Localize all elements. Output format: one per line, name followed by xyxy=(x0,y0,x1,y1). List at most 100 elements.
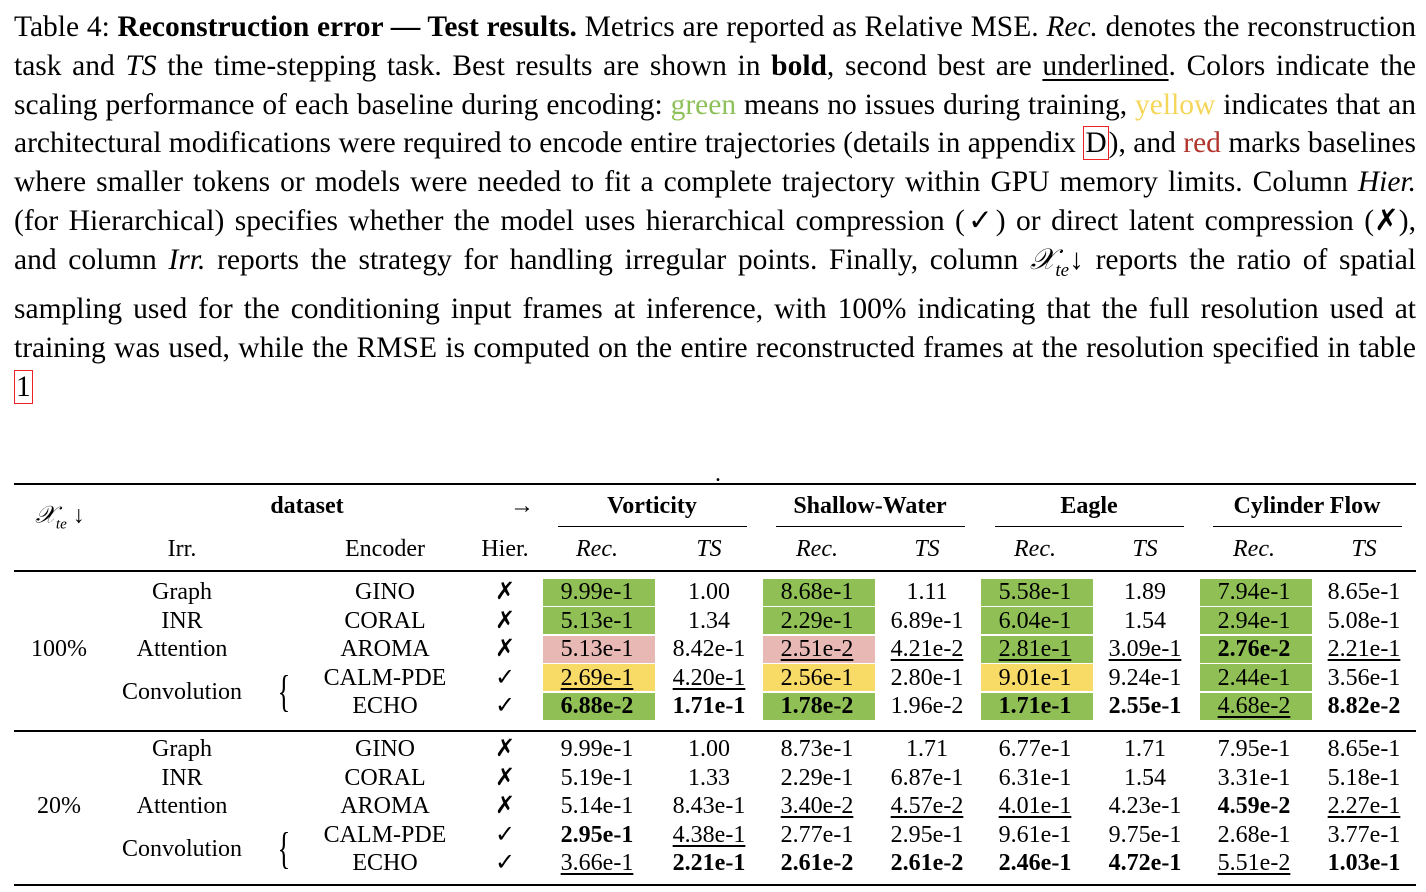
stray-mark: . xyxy=(715,461,721,487)
cell-highlight-green xyxy=(1200,664,1312,691)
caption-segment: means no issues during training, xyxy=(736,88,1136,121)
brace-icon: { xyxy=(277,666,291,716)
cross-icon: ✗ xyxy=(494,793,516,819)
x-symbol: 𝒳 xyxy=(35,502,56,529)
cmidrule xyxy=(776,526,965,527)
metric-cell: 1.00 xyxy=(688,736,730,762)
metric-cell: 3.09e-1 xyxy=(1108,636,1182,662)
metric-cell: 1.03e-1 xyxy=(1327,850,1401,876)
metric-cell: 2.51e-2 xyxy=(780,636,854,662)
reference-link[interactable]: D xyxy=(1083,126,1109,161)
metric-cell: 1.54 xyxy=(1124,607,1166,634)
dataset-header-0: Vorticity xyxy=(607,493,697,519)
cell-highlight-green xyxy=(981,607,1093,634)
cell-highlight-green xyxy=(1200,692,1312,720)
sampling-ratio-header: 𝒳te ↓ xyxy=(35,504,84,537)
caption-segment: Table 4: xyxy=(14,11,118,43)
metric-cell: 2.94e-1 xyxy=(1217,607,1291,634)
metric-cell: 2.95e-1 xyxy=(560,821,634,848)
metric-cell: 8.43e-1 xyxy=(672,793,746,819)
caption-segment: Rec. xyxy=(1046,11,1098,43)
metric-cell: 5.14e-1 xyxy=(560,793,634,819)
caption-segment: ), and xyxy=(1108,127,1184,160)
metric-cell: 5.18e-1 xyxy=(1327,764,1401,791)
metric-cell: 4.72e-1 xyxy=(1108,850,1182,876)
check-icon: ✓ xyxy=(494,821,516,848)
encoder-name: CORAL xyxy=(344,607,426,634)
rec-header: Rec. xyxy=(1233,536,1275,562)
group-rule xyxy=(14,730,1416,732)
irr-strategy: Attention xyxy=(136,636,228,662)
metric-cell: 5.13e-1 xyxy=(560,636,634,662)
cell-highlight-green xyxy=(1200,578,1312,606)
metric-cell: 4.23e-1 xyxy=(1108,793,1182,819)
metric-cell: 1.96e-2 xyxy=(890,693,964,719)
caption-segment: green xyxy=(670,88,737,121)
metric-cell: 1.00 xyxy=(688,579,730,605)
metric-cell: 4.68e-2 xyxy=(1217,693,1291,719)
metric-cell: 8.65e-1 xyxy=(1327,736,1401,762)
dataset-header-3: Cylinder Flow xyxy=(1233,493,1381,519)
metric-cell: 3.56e-1 xyxy=(1327,664,1401,691)
metric-cell: 2.55e-1 xyxy=(1108,693,1182,719)
metric-cell: 2.77e-1 xyxy=(780,821,854,848)
rec-header: Rec. xyxy=(796,536,838,562)
x-subscript: te xyxy=(55,516,67,533)
dataset-header-2: Eagle xyxy=(1060,493,1118,519)
ts-header: TS xyxy=(1351,536,1377,562)
metric-cell: 8.42e-1 xyxy=(672,636,746,662)
metric-cell: 6.77e-1 xyxy=(998,736,1072,762)
encoder-name: AROMA xyxy=(340,793,430,819)
metric-cell: 2.61e-2 xyxy=(890,850,964,876)
top-rule xyxy=(14,483,1416,485)
cell-highlight-yellow xyxy=(981,664,1093,691)
cross-icon: ✗ xyxy=(494,607,516,634)
caption-segment: marks baselines where smaller tokens or … xyxy=(14,127,1416,199)
metric-cell: 1.71 xyxy=(906,736,948,762)
caption-segment: , second best are xyxy=(826,49,1043,82)
caption-segment: indicates that an architectural modifica… xyxy=(14,88,1416,160)
dataset-header: dataset xyxy=(270,493,344,519)
caption-segment: Irr. xyxy=(168,243,206,276)
encoder-name: GINO xyxy=(355,736,415,762)
brace-icon: { xyxy=(277,823,291,873)
metric-cell: 6.31e-1 xyxy=(998,764,1072,791)
cell-highlight-yellow xyxy=(543,664,655,691)
metric-cell: 2.80e-1 xyxy=(890,664,964,691)
metric-cell: 2.76e-2 xyxy=(1217,636,1291,662)
ts-header: TS xyxy=(914,536,940,562)
metric-cell: 4.59e-2 xyxy=(1217,793,1291,819)
cell-highlight-green xyxy=(763,607,875,634)
irr-header: Irr. xyxy=(167,536,197,562)
metric-cell: 5.51e-2 xyxy=(1217,850,1291,876)
caption-segment: bold xyxy=(771,49,827,82)
cell-highlight-red xyxy=(543,635,655,663)
reference-link[interactable]: 1 xyxy=(14,370,33,405)
caption-segment: underlined xyxy=(1042,49,1169,82)
encoder-name: ECHO xyxy=(352,850,418,876)
irr-strategy: Convolution xyxy=(121,678,243,705)
table-caption: Table 4: Reconstruction error — Test res… xyxy=(14,8,1416,407)
metric-cell: 3.40e-2 xyxy=(780,793,854,819)
metric-cell: 5.58e-1 xyxy=(998,579,1072,605)
irr-strategy: INR xyxy=(161,607,203,634)
metric-cell: 3.66e-1 xyxy=(560,850,634,876)
metric-cell: 2.29e-1 xyxy=(780,764,854,791)
cmidrule xyxy=(995,526,1184,527)
metric-cell: 9.99e-1 xyxy=(560,579,634,605)
metric-cell: 2.61e-2 xyxy=(780,850,854,876)
metric-cell: 7.94e-1 xyxy=(1217,579,1291,605)
cell-highlight-green xyxy=(543,578,655,606)
cell-highlight-green xyxy=(763,692,875,720)
metric-cell: 4.21e-2 xyxy=(890,636,964,662)
metric-cell: 6.87e-1 xyxy=(890,764,964,791)
sampling-ratio: 100% xyxy=(31,636,87,662)
cmidrule xyxy=(558,526,747,527)
metric-cell: 1.33 xyxy=(688,764,730,791)
caption-segment: . Colors indicate the scaling performanc… xyxy=(14,49,1416,121)
metric-cell: 8.73e-1 xyxy=(780,736,854,762)
caption-segment: the time-stepping task. Best results are… xyxy=(156,49,772,82)
caption-segment: 𝒳 xyxy=(1030,243,1056,276)
metric-cell: 2.21e-1 xyxy=(672,850,746,876)
dataset-header-1: Shallow-Water xyxy=(793,493,947,519)
